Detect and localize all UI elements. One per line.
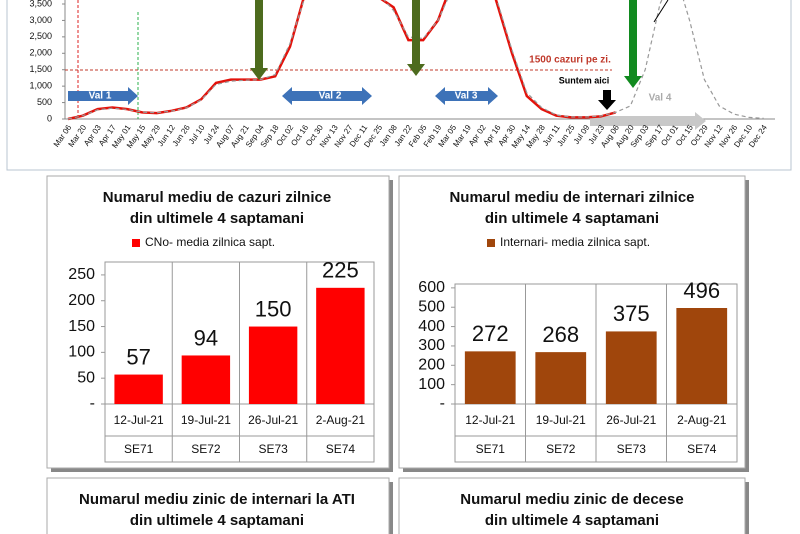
x-tick-label: 26-Jul-21 <box>248 413 298 427</box>
week-label: SE74 <box>326 442 356 456</box>
value-label: 57 <box>126 344 150 369</box>
week-label: SE72 <box>546 442 576 456</box>
x-tick-label: 12-Jul-21 <box>114 413 164 427</box>
x-tick-label: 19-Jul-21 <box>536 413 586 427</box>
chart-title: Numarul mediu de internari zilnice <box>449 189 694 206</box>
pointer-arrow <box>653 0 669 23</box>
x-tick-label: 26-Jul-21 <box>606 413 656 427</box>
event-arrow <box>624 0 642 88</box>
bar <box>181 355 231 404</box>
chart-title: Numarul mediu zinic de decese <box>460 491 683 508</box>
y-tick-label: 200 <box>68 292 95 309</box>
bar <box>248 326 298 404</box>
bar <box>605 331 657 404</box>
y-tick-label: 50 <box>77 369 95 386</box>
legend-label: Internari- media zilnica sapt. <box>500 235 650 249</box>
wave-arrow <box>68 87 138 105</box>
y-tick-label: 600 <box>418 279 445 296</box>
value-label: 496 <box>683 278 720 303</box>
here-arrow <box>598 90 616 110</box>
threshold-label: 1500 cazuri pe zi. <box>529 55 611 66</box>
chart-title: din ultimele 4 saptamani <box>485 210 659 227</box>
y-tick-label: 1,500 <box>29 64 52 74</box>
wave-label: Val 3 <box>455 91 478 102</box>
wave-label: Val 2 <box>319 91 342 102</box>
week-label: SE73 <box>617 442 647 456</box>
y-tick-label: 500 <box>418 298 445 315</box>
y-tick-label: 0 <box>47 113 52 123</box>
x-tick-label: 2-Aug-21 <box>677 413 727 427</box>
value-label: 94 <box>194 325 218 350</box>
chart-title: din ultimele 4 saptamani <box>130 512 304 529</box>
y-tick-label: 150 <box>68 318 95 335</box>
wave-arrow <box>435 87 498 105</box>
y-tick-label: - <box>90 395 95 412</box>
wave-label: Val 4 <box>649 93 672 104</box>
week-label: SE74 <box>687 442 717 456</box>
x-tick-label: 2-Aug-21 <box>316 413 366 427</box>
y-tick-label: 250 <box>68 266 95 283</box>
panel <box>46 477 390 534</box>
wave-arrow <box>590 112 706 130</box>
legend-swatch <box>132 239 140 247</box>
value-label: 272 <box>472 321 509 346</box>
week-label: SE71 <box>124 442 154 456</box>
y-tick-label: 3,000 <box>29 15 52 25</box>
chart-title: din ultimele 4 saptamani <box>485 512 659 529</box>
y-tick-label: 3,500 <box>29 0 52 8</box>
y-tick-label: 400 <box>418 318 445 335</box>
chart-title: Numarul mediu zinic de internari la ATI <box>79 491 355 508</box>
bar <box>535 352 587 404</box>
event-arrow <box>250 0 268 80</box>
value-label: 268 <box>542 322 579 347</box>
legend-swatch <box>487 239 495 247</box>
bar <box>464 351 516 404</box>
x-tick-label: 12-Jul-21 <box>465 413 515 427</box>
y-tick-label: 300 <box>418 337 445 354</box>
legend-label: CNo- media zilnica sapt. <box>145 235 275 249</box>
chart-title: Numarul mediu de cazuri zilnice <box>103 189 331 206</box>
week-label: SE73 <box>258 442 288 456</box>
here-label: Suntem aici <box>559 75 610 85</box>
event-arrow <box>407 0 425 76</box>
bar <box>676 308 728 404</box>
y-tick-label: 2,000 <box>29 48 52 58</box>
y-tick-label: 100 <box>418 376 445 393</box>
x-tick-label: 19-Jul-21 <box>181 413 231 427</box>
y-tick-label: 200 <box>418 357 445 374</box>
wave-label: Val 1 <box>89 91 112 102</box>
chart-title: din ultimele 4 saptamani <box>130 210 304 227</box>
week-label: SE71 <box>476 442 506 456</box>
y-tick-label: 1,000 <box>29 81 52 91</box>
value-label: 150 <box>255 296 292 321</box>
y-tick-label: 500 <box>37 97 52 107</box>
y-tick-label: 2,500 <box>29 31 52 41</box>
value-label: 225 <box>322 258 359 283</box>
y-tick-label: 100 <box>68 344 95 361</box>
y-tick-label: - <box>440 395 445 412</box>
bar <box>316 287 365 404</box>
week-label: SE72 <box>191 442 221 456</box>
value-label: 375 <box>613 301 650 326</box>
wave-arrow <box>282 87 372 105</box>
bar <box>114 374 163 404</box>
panel <box>398 477 746 534</box>
